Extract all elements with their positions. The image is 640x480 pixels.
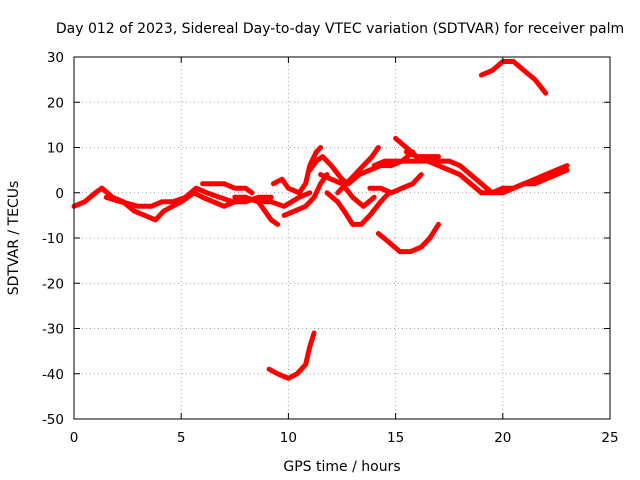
series-line-s8 xyxy=(318,172,377,209)
series-line-s7 xyxy=(307,154,351,187)
y-tick-label: 0 xyxy=(55,186,64,202)
series-line-s1 xyxy=(71,185,281,227)
y-tick-label: 30 xyxy=(47,50,64,66)
series-line-s9 xyxy=(324,190,392,227)
series-line-s14 xyxy=(393,135,570,196)
tick-layer: 0 5 10 15 20 25 -50 -40 -30 -20 -10 0 10 20 30 xyxy=(42,50,619,446)
y-tick-label: -30 xyxy=(42,322,64,338)
series-layer xyxy=(71,59,570,381)
series-line-s5 xyxy=(270,145,324,196)
series-line-s12 xyxy=(367,172,424,196)
series-line-s10 xyxy=(335,145,381,196)
grid-layer xyxy=(74,57,610,419)
series-line-s18 xyxy=(478,59,549,96)
series-line-s2 xyxy=(103,185,274,209)
chart-title: Day 012 of 2023, Sidereal Day-to-day VTE… xyxy=(56,21,624,37)
series-line-s13 xyxy=(371,158,570,196)
x-tick-label: 25 xyxy=(601,430,618,446)
series-line-s17 xyxy=(266,330,317,381)
x-axis-label: GPS time / hours xyxy=(283,459,400,475)
series-line-s3 xyxy=(200,181,255,196)
series-line-s15 xyxy=(403,149,441,160)
y-tick-label: 20 xyxy=(47,95,64,111)
y-tick-label: 10 xyxy=(47,141,64,157)
y-tick-label: -40 xyxy=(42,367,64,383)
y-tick-label: -20 xyxy=(42,276,64,292)
series-line-s6 xyxy=(281,172,330,218)
y-axis-label: SDTVAR / TECUs xyxy=(6,181,22,296)
x-tick-label: 20 xyxy=(494,430,511,446)
series-line-s16 xyxy=(375,221,441,255)
y-tick-label: -50 xyxy=(42,412,64,428)
x-tick-label: 15 xyxy=(387,430,404,446)
series-line-s4 xyxy=(232,190,313,209)
x-tick-label: 0 xyxy=(70,430,79,446)
x-tick-label: 5 xyxy=(177,430,186,446)
x-tick-label: 10 xyxy=(280,430,297,446)
y-tick-label: -10 xyxy=(42,231,64,247)
